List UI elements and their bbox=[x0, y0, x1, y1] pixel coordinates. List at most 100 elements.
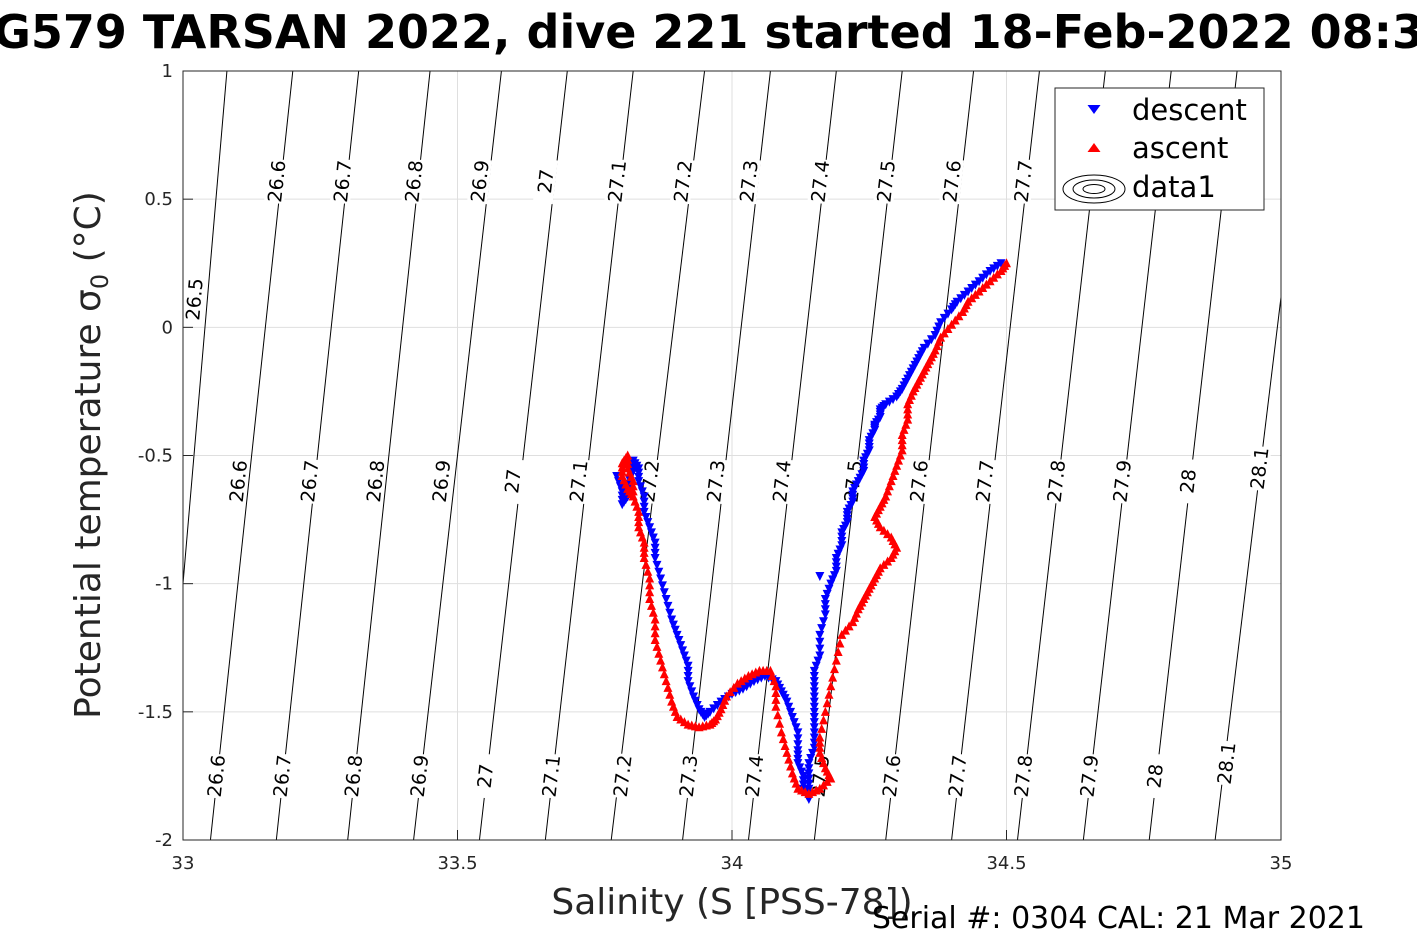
contour-label-backdrop bbox=[225, 458, 251, 505]
density-contour-label-group: 26.9 bbox=[428, 458, 455, 505]
contour-label-backdrop bbox=[329, 158, 355, 205]
descent-point bbox=[793, 734, 803, 744]
descent-point bbox=[661, 595, 671, 605]
contour-label-backdrop bbox=[741, 752, 767, 799]
x-tick-label: 34.5 bbox=[986, 853, 1026, 874]
ascent-point bbox=[786, 761, 796, 771]
density-contour-label: 28.1 bbox=[1214, 741, 1241, 786]
ascent-point bbox=[657, 662, 667, 672]
descent-point bbox=[809, 692, 819, 702]
descent-point bbox=[809, 682, 819, 692]
ascent-point bbox=[650, 621, 660, 631]
density-contour-label-group: 28 bbox=[1142, 752, 1168, 799]
ascent-point bbox=[848, 617, 858, 627]
contour-label-backdrop bbox=[406, 752, 432, 799]
contour-label-backdrop bbox=[532, 158, 558, 205]
descent-point bbox=[804, 764, 814, 774]
ascent-point bbox=[817, 723, 827, 733]
serial-calibration-footer: Serial #: 0304 CAL: 21 Mar 2021 bbox=[872, 901, 1365, 936]
contour-label-backdrop bbox=[362, 458, 388, 505]
ascent-point bbox=[819, 715, 828, 725]
descent-point bbox=[657, 581, 667, 591]
ascent-point bbox=[787, 768, 797, 778]
contour-label-backdrop bbox=[609, 752, 635, 799]
contour-label-backdrop bbox=[264, 158, 289, 205]
y-tick-label: -1.5 bbox=[138, 702, 173, 723]
density-contour-label-group: 28.1 bbox=[1213, 740, 1241, 787]
contour-label-backdrop bbox=[1076, 752, 1102, 799]
density-contour-label: 27.4 bbox=[769, 459, 796, 504]
density-contour-label-group: 26.7 bbox=[296, 458, 323, 505]
density-contour-label: 26.8 bbox=[341, 754, 367, 798]
descent-point bbox=[813, 656, 823, 666]
ascent-point bbox=[954, 311, 964, 321]
ascent-point bbox=[630, 496, 640, 506]
ascent-point bbox=[815, 742, 825, 752]
descent-point bbox=[667, 615, 677, 625]
descent-point bbox=[665, 608, 675, 618]
density-contour-label-group: 27.6 bbox=[939, 158, 966, 205]
y-tick-label: -0.5 bbox=[138, 446, 173, 467]
contour-label-backdrop bbox=[472, 752, 498, 799]
contour-label-backdrop bbox=[499, 458, 525, 505]
contour-label-backdrop bbox=[675, 752, 701, 799]
descent-point bbox=[809, 702, 819, 712]
ascent-point bbox=[943, 324, 953, 334]
contour-label-backdrop bbox=[878, 752, 904, 799]
density-contour-label-group: 27.3 bbox=[736, 158, 763, 205]
descent-point bbox=[683, 677, 693, 687]
density-contour-label: 26.6 bbox=[204, 754, 230, 798]
ascent-point bbox=[639, 553, 649, 563]
density-contour-label-group: 26.8 bbox=[340, 752, 367, 799]
density-contour-label: 26.7 bbox=[297, 459, 323, 503]
density-contour-label: 27.1 bbox=[538, 754, 565, 799]
y-tick-label: 0.5 bbox=[144, 189, 173, 210]
x-tick-label: 33 bbox=[172, 853, 195, 874]
density-contour-label-group: 27.4 bbox=[768, 458, 796, 505]
density-contour-label: 27.8 bbox=[1011, 754, 1038, 799]
ascent-point bbox=[639, 542, 649, 552]
descent-point bbox=[793, 746, 803, 756]
legend-descent-marker bbox=[1087, 105, 1101, 114]
density-contour-label-group: 26.9 bbox=[406, 752, 433, 799]
ascent-point bbox=[676, 714, 686, 724]
descent-point bbox=[663, 601, 673, 611]
ascent-point bbox=[793, 783, 803, 793]
descent-point bbox=[820, 605, 830, 615]
density-contour-label: 27.3 bbox=[703, 459, 730, 504]
descent-point bbox=[793, 740, 803, 750]
density-contour-label: 27 bbox=[501, 468, 526, 495]
ascent-point bbox=[632, 501, 642, 511]
legend-ascent-label: ascent bbox=[1132, 131, 1228, 165]
contour-label-backdrop bbox=[1010, 158, 1036, 205]
density-contour-label-group: 27 bbox=[472, 752, 498, 799]
contour-label-backdrop bbox=[296, 458, 322, 505]
density-contour-label-group: 26.7 bbox=[329, 158, 356, 205]
ascent-point bbox=[844, 621, 854, 631]
y-tick-label: 1 bbox=[162, 61, 173, 82]
density-contour-label: 27.5 bbox=[873, 159, 900, 204]
y-tick-label: -1 bbox=[155, 574, 173, 595]
descent-point bbox=[650, 554, 660, 564]
ascent-point bbox=[645, 573, 655, 583]
ascent-point bbox=[784, 754, 794, 764]
descent-point bbox=[811, 661, 821, 671]
ascent-point bbox=[650, 635, 660, 645]
density-contour-label-group: 27.4 bbox=[807, 158, 834, 205]
density-contour-label-group: 28 bbox=[1175, 458, 1201, 505]
y-tick-label: 0 bbox=[162, 317, 173, 338]
contour-label-backdrop bbox=[1142, 752, 1168, 799]
ascent-point bbox=[634, 522, 644, 532]
descent-point bbox=[815, 651, 825, 661]
contour-label-backdrop bbox=[944, 752, 970, 799]
contour-label-backdrop bbox=[565, 458, 591, 505]
density-contour-label-group: 27.3 bbox=[675, 752, 702, 799]
density-contour-label-group: 26.8 bbox=[401, 158, 428, 205]
ascent-point bbox=[636, 527, 645, 537]
legend-ascent-marker bbox=[1087, 143, 1101, 152]
density-contour-label-group: 27.1 bbox=[565, 458, 593, 505]
ascent-point bbox=[778, 734, 788, 744]
ascent-point bbox=[769, 676, 779, 686]
descent-point bbox=[820, 610, 830, 620]
density-contour-label: 26.6 bbox=[264, 159, 290, 203]
